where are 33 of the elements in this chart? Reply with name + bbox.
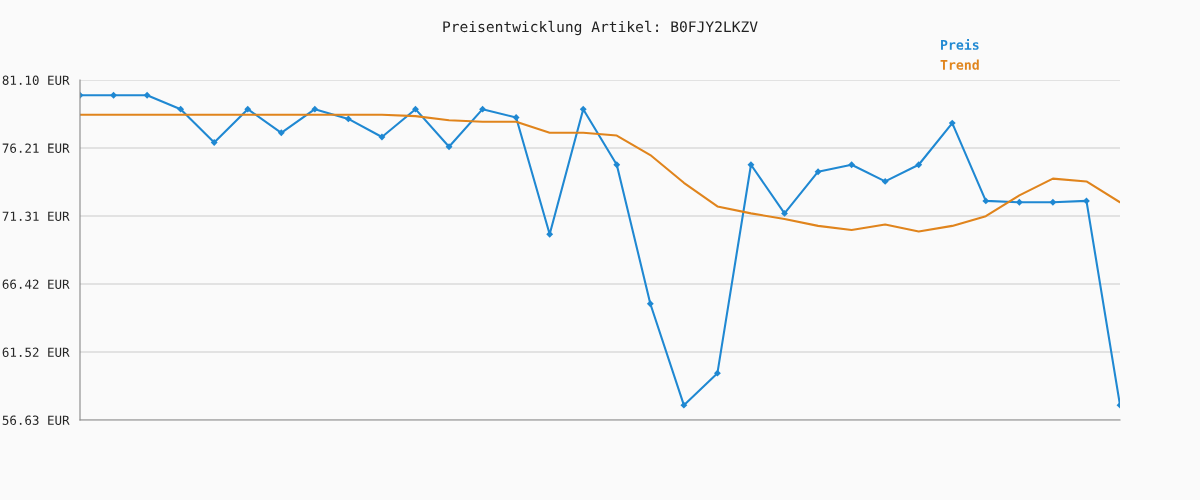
point <box>948 119 956 127</box>
point <box>781 209 788 217</box>
point <box>479 105 487 113</box>
point <box>244 105 252 113</box>
y-tick-label: 61.52 EUR <box>2 347 70 358</box>
point <box>1083 197 1090 205</box>
point <box>143 91 151 99</box>
point <box>881 177 889 185</box>
point <box>680 401 688 409</box>
point <box>713 369 721 377</box>
point <box>1015 198 1023 206</box>
y-tick-label: 76.21 EUR <box>2 143 70 153</box>
y-tick-label: 71.31 EUR <box>2 211 70 221</box>
point <box>378 133 386 141</box>
point <box>412 105 419 113</box>
point <box>210 139 218 146</box>
text: Preis <box>941 38 979 50</box>
point <box>512 114 520 121</box>
point <box>982 197 990 205</box>
point <box>110 91 117 99</box>
y-tick-label: 81.10 EUR <box>2 75 70 85</box>
text: Trend <box>940 59 979 70</box>
y-tick-label: 56.63 EUR <box>2 415 70 425</box>
chart-title: Preisentwicklung Artikel: B0FJY2LKZV <box>443 20 758 36</box>
y-tick-label: 66.42 EUR <box>2 279 70 289</box>
point <box>579 105 587 113</box>
point <box>646 300 654 308</box>
point <box>814 168 822 176</box>
point <box>747 161 755 169</box>
point <box>445 143 453 151</box>
point <box>848 161 856 169</box>
point <box>311 105 319 113</box>
point <box>1049 198 1057 206</box>
